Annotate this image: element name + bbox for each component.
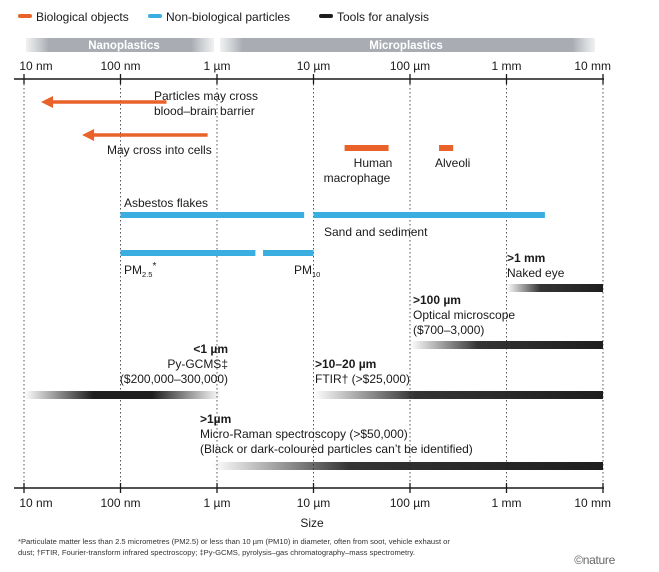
microplastics-label: Microplastics	[369, 40, 443, 52]
nature-credit: ©nature	[574, 553, 615, 567]
bottom-tick-label-1: 100 nm	[100, 496, 140, 510]
bar-alveoli	[439, 145, 454, 151]
bar-naked-eye	[506, 284, 603, 292]
label-pm10: PM10	[294, 263, 320, 279]
label-ftir-2: FTIR† (>$25,000)	[315, 372, 410, 386]
label-optical-2: Optical microscope	[413, 308, 515, 322]
x-axis-label: Size	[300, 516, 324, 530]
top-tick-label-3: 10 µm	[297, 59, 331, 73]
bar-pm10	[263, 250, 314, 256]
size-bands: Nanoplastics Microplastics	[26, 38, 595, 52]
bottom-tick-label-3: 10 µm	[297, 496, 331, 510]
bottom-tick-label-4: 100 µm	[390, 496, 430, 510]
arrow-cells: May cross into cells	[82, 129, 212, 157]
footnote: *Particulate matter less than 2.5 microm…	[18, 537, 618, 558]
legend-swatch-biological	[18, 14, 32, 18]
bar-asbestos-flakes	[120, 212, 305, 218]
arrow-bbb-label-line2: blood–brain barrier	[154, 104, 255, 118]
label-pygcms-2: Py-GCMS‡	[167, 357, 228, 371]
top-tick-label-2: 1 µm	[204, 59, 231, 73]
bottom-tick-label-5: 1 mm	[492, 496, 522, 510]
legend-swatch-nonbiological	[148, 14, 162, 18]
footnote-line-1: *Particulate matter less than 2.5 microm…	[18, 537, 450, 546]
bar-py-gcms	[24, 391, 221, 399]
label-naked-eye-1: >1 mm	[507, 251, 545, 265]
label-raman-2: Micro-Raman spectroscopy (>$50,000)	[200, 427, 408, 441]
gridlines	[23, 80, 604, 487]
legend-label-nonbiological: Non-biological particles	[166, 10, 290, 24]
legend-label-tools: Tools for analysis	[337, 10, 429, 24]
label-pm10-sub: 10	[312, 270, 320, 279]
arrow-bbb: Particles may cross blood–brain barrier	[40, 89, 258, 118]
top-tick-label-0: 10 nm	[19, 59, 52, 73]
bottom-tick-label-2: 1 µm	[204, 496, 231, 510]
top-tick-label-5: 1 mm	[492, 59, 522, 73]
label-pm25-main: PM	[124, 263, 142, 277]
label-pm25: PM2.5*	[124, 261, 156, 279]
nanoplastics-label: Nanoplastics	[88, 40, 160, 52]
top-tick-label-6: 10 mm	[574, 59, 611, 73]
label-raman-1: >1µm	[200, 412, 231, 426]
top-tick-label-4: 100 µm	[390, 59, 430, 73]
label-optical-1: >100 µm	[413, 293, 461, 307]
top-tick-label-1: 100 nm	[100, 59, 140, 73]
microplastics-band	[220, 38, 595, 52]
legend: Biological objects Non-biological partic…	[18, 10, 429, 24]
label-pygcms-1: <1 µm	[193, 342, 228, 356]
label-sand-sediment: Sand and sediment	[324, 225, 428, 239]
bar-human-macrophage	[344, 145, 389, 151]
label-human-macrophage-1: Human	[354, 156, 393, 170]
arrow-cells-label: May cross into cells	[107, 143, 212, 157]
bottom-tick-label-6: 10 mm	[574, 496, 611, 510]
legend-label-biological: Biological objects	[36, 10, 129, 24]
label-pm25-star: *	[152, 261, 156, 272]
arrow-bbb-label-line1: Particles may cross	[154, 89, 258, 103]
bottom-tick-label-0: 10 nm	[19, 496, 52, 510]
bottom-axis-ticks: 10 nm 100 nm 1 µm 10 µm 100 µm 1 mm 10 mm	[19, 483, 611, 510]
label-pm25-sub: 2.5	[142, 270, 152, 279]
legend-swatch-tools	[319, 14, 333, 18]
label-human-macrophage-2: macrophage	[324, 171, 391, 185]
bar-ftir	[313, 391, 603, 399]
bar-pm25	[120, 250, 256, 256]
nanoplastics-band	[26, 38, 214, 52]
bar-optical-microscope	[410, 341, 603, 349]
label-asbestos-flakes: Asbestos flakes	[124, 196, 208, 210]
label-raman-3: (Black or dark-coloured particles can’t …	[200, 442, 473, 456]
label-pygcms-3: ($200,000–300,000)	[120, 372, 228, 386]
label-ftir-1: >10–20 µm	[315, 357, 376, 371]
label-naked-eye-2: Naked eye	[507, 266, 565, 280]
arrow-bbb-head	[40, 96, 53, 108]
label-optical-3: ($700–3,000)	[413, 323, 484, 337]
bar-sand-sediment	[313, 212, 545, 218]
bar-micro-raman	[212, 462, 603, 470]
top-axis-ticks: 10 nm 100 nm 1 µm 10 µm 100 µm 1 mm 10 mm	[19, 59, 611, 84]
label-alveoli: Alveoli	[435, 156, 470, 170]
footnote-line-2: dust; †FTIR, Fourier-transform infrared …	[18, 547, 415, 557]
label-pm10-main: PM	[294, 263, 312, 277]
arrow-cells-head	[82, 129, 95, 141]
